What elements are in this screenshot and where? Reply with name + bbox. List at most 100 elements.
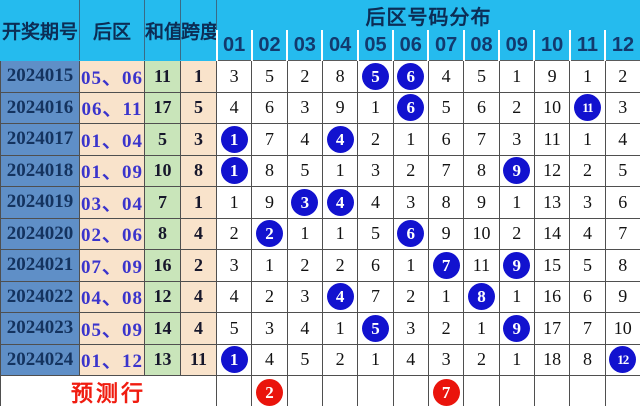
dist-cell-miss: 1 [569, 60, 606, 93]
dist-cell-miss: 2 [286, 60, 323, 93]
dist-cell-miss: 1 [498, 186, 535, 219]
dist-cell-miss: 1 [427, 280, 465, 313]
dist-cell-miss: 8 [321, 60, 359, 93]
dist-cell-hit: 9 [498, 312, 535, 345]
header-number-11: 11 [568, 30, 606, 61]
dist-cell-hit: 8 [463, 280, 500, 313]
back-area-cell: 01、09 [79, 154, 145, 187]
hit-number-ball: 3 [291, 188, 319, 216]
span-cell: 4 [180, 312, 217, 345]
dist-cell-miss: 3 [215, 249, 253, 282]
header-number-04: 04 [321, 30, 359, 61]
dist-cell-miss: 2 [392, 280, 429, 313]
dist-cell-miss: 7 [251, 123, 288, 156]
sum-cell: 7 [144, 186, 181, 219]
dist-cell-miss: 1 [392, 249, 429, 282]
hit-number-ball: 4 [326, 125, 354, 153]
hit-number-ball: 7 [432, 251, 460, 279]
dist-cell-miss: 7 [569, 312, 606, 345]
hit-number-ball: 9 [503, 251, 531, 279]
dist-cell-miss: 2 [392, 154, 429, 187]
dist-cell-hit: 11 [569, 91, 606, 124]
dist-cell-miss: 17 [533, 312, 571, 345]
back-area-cell: 02、06 [79, 217, 145, 250]
header-period: 开奖期号 [0, 0, 80, 61]
dist-cell-miss: 8 [463, 154, 500, 187]
hit-number-ball: 1 [220, 346, 248, 374]
period-cell: 2024020 [0, 217, 80, 250]
dist-cell-miss: 1 [215, 186, 253, 219]
dist-cell-miss: 2 [321, 343, 359, 376]
header-number-05: 05 [356, 30, 394, 61]
dist-cell-miss: 3 [251, 312, 288, 345]
dist-cell-miss: 2 [357, 123, 394, 156]
dist-cell-miss: 5 [427, 91, 465, 124]
dist-cell-miss: 1 [286, 217, 323, 250]
prediction-cell-empty [498, 375, 535, 406]
dist-cell-miss: 9 [321, 91, 359, 124]
dist-cell-miss: 5 [286, 154, 323, 187]
header-number-12: 12 [604, 30, 640, 61]
prediction-ball: 7 [432, 378, 460, 406]
sum-cell: 10 [144, 154, 181, 187]
hit-number-ball: 4 [326, 283, 354, 311]
draw-row: 2024019 03、04 7 1 1 9 3 4 4 3 8 9 1 13 3 6 [0, 186, 640, 219]
dist-cell-hit: 9 [498, 249, 535, 282]
hit-number-ball: 6 [397, 94, 425, 122]
dist-cell-hit: 2 [251, 217, 288, 250]
sum-cell: 17 [144, 91, 181, 124]
dist-cell-hit: 6 [392, 217, 429, 250]
dist-cell-miss: 4 [215, 91, 253, 124]
dist-cell-miss: 8 [427, 186, 465, 219]
prediction-label: 预测行 [0, 375, 217, 406]
dist-cell-miss: 9 [427, 217, 465, 250]
span-cell: 4 [180, 280, 217, 313]
dist-cell-miss: 3 [357, 154, 394, 187]
draw-row: 2024017 01、04 5 3 1 7 4 4 2 1 6 7 3 11 1 4 [0, 123, 640, 156]
sum-cell: 11 [144, 60, 181, 93]
dist-cell-miss: 5 [251, 60, 288, 93]
dist-cell-miss: 12 [533, 154, 571, 187]
dist-cell-hit: 7 [427, 249, 465, 282]
hit-number-ball: 12 [609, 346, 637, 374]
draw-row: 2024015 05、06 11 1 3 5 2 8 5 6 4 5 1 9 1 2 [0, 60, 640, 93]
dist-cell-miss: 3 [286, 91, 323, 124]
hit-number-ball: 9 [503, 314, 531, 342]
period-cell: 2024015 [0, 60, 80, 93]
dist-cell-miss: 7 [604, 217, 640, 250]
header-number-09: 09 [498, 30, 535, 61]
prediction-cell-empty [286, 375, 323, 406]
dist-cell-miss: 15 [533, 249, 571, 282]
period-cell: 2024021 [0, 249, 80, 282]
dist-cell-miss: 5 [357, 217, 394, 250]
header-sum: 和值 [144, 0, 181, 61]
sum-cell: 12 [144, 280, 181, 313]
dist-cell-miss: 6 [604, 186, 640, 219]
prediction-cell-empty [604, 375, 640, 406]
dist-cell-hit: 4 [321, 123, 359, 156]
hit-number-ball: 5 [361, 62, 389, 90]
prediction-cell-hit: 7 [427, 375, 465, 406]
period-cell: 2024018 [0, 154, 80, 187]
back-area-cell: 06、11 [79, 91, 145, 124]
dist-cell-miss: 4 [569, 217, 606, 250]
dist-cell-hit: 4 [321, 280, 359, 313]
header-number-02: 02 [250, 30, 288, 61]
back-area-cell: 07、09 [79, 249, 145, 282]
period-cell: 2024019 [0, 186, 80, 219]
dist-cell-miss: 1 [569, 123, 606, 156]
draw-row: 2024020 02、06 8 4 2 2 1 1 5 6 9 10 2 14 4 7 [0, 217, 640, 250]
period-cell: 2024024 [0, 343, 80, 376]
dist-cell-miss: 3 [569, 186, 606, 219]
header-distribution-title: 后区号码分布 [216, 0, 640, 31]
dist-cell-miss: 1 [357, 91, 394, 124]
dist-cell-hit: 1 [215, 154, 253, 187]
dist-cell-miss: 8 [604, 249, 640, 282]
sum-cell: 16 [144, 249, 181, 282]
hit-number-ball: 4 [326, 188, 354, 216]
header-number-08: 08 [462, 30, 500, 61]
dist-cell-hit: 6 [392, 91, 429, 124]
prediction-cell-empty [569, 375, 606, 406]
dist-cell-miss: 18 [533, 343, 571, 376]
hit-number-ball: 1 [220, 157, 248, 185]
